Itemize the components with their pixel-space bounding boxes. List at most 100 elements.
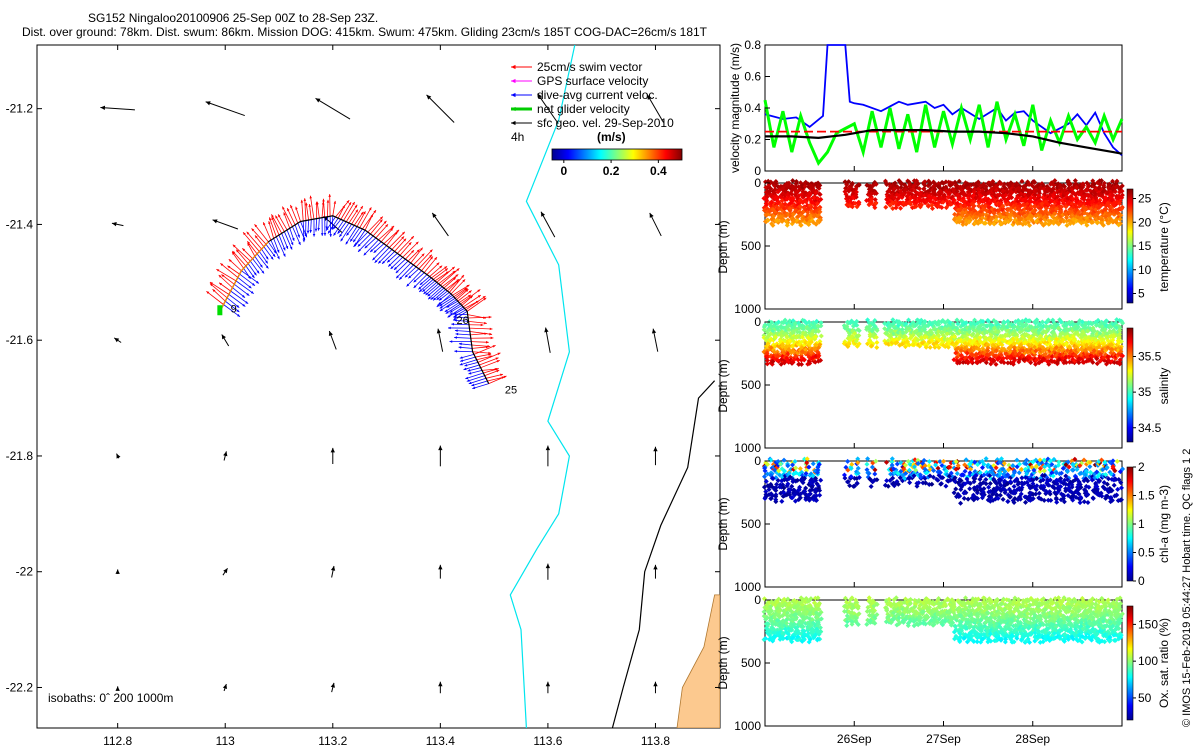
dac-vector-17-head — [455, 332, 459, 336]
dac-vector-51-head — [406, 283, 410, 287]
swim-vector-130 — [206, 290, 224, 305]
swim-vector-120 — [228, 258, 242, 272]
dac-vector-73-head — [353, 239, 356, 243]
swim-vector-128 — [209, 283, 228, 299]
map-ytick-label-4: -22 — [16, 565, 34, 579]
swim-vector-110-head — [254, 235, 258, 239]
swim-vector-93-head — [305, 202, 308, 206]
section-2-marker — [783, 219, 789, 225]
section-2-cbar-tick-label-1: 10 — [1138, 263, 1152, 277]
geo-vector-2-0-head — [114, 337, 120, 343]
swim-vector-127 — [209, 281, 230, 295]
swim-vector-43 — [438, 270, 456, 285]
swim-vector-67 — [378, 225, 395, 241]
swim-vector-19 — [469, 327, 493, 330]
dac-vector-13-head — [458, 346, 462, 349]
swim-vector-86 — [327, 199, 329, 217]
swim-vector-76 — [353, 211, 364, 226]
swim-vector-123 — [216, 268, 237, 282]
swim-vector-58-head — [415, 241, 419, 245]
swim-vector-77 — [351, 205, 364, 225]
dac-vector-121 — [239, 273, 256, 287]
swim-vector-86-head — [326, 199, 330, 203]
swim-vector-62 — [391, 236, 405, 250]
dac-vector-72 — [354, 229, 366, 246]
dac-vector-42 — [427, 284, 441, 297]
dac-vector-83 — [325, 216, 336, 231]
dac-vector-29-head — [445, 311, 449, 314]
dac-vector-110-head — [270, 256, 274, 260]
swim-vector-65-head — [396, 229, 400, 233]
swim-vector-63 — [388, 231, 406, 248]
swim-vector-91-head — [309, 195, 313, 199]
swim-vector-62-head — [401, 236, 405, 240]
swim-vector-25 — [465, 295, 486, 311]
swim-vector-18 — [469, 331, 493, 335]
dac-vector-118-head — [251, 275, 255, 279]
dac-vector-129-head — [236, 309, 240, 313]
salinity-colorbar-label: salinity — [1157, 368, 1171, 405]
dac-vector-123 — [235, 280, 254, 295]
isobath-200m — [509, 45, 576, 728]
dac-vector-4 — [465, 372, 484, 380]
dac-vector-43 — [425, 283, 439, 296]
swim-vector-56-head — [416, 249, 420, 253]
swim-vector-100 — [283, 212, 291, 229]
swim-vector-66-head — [390, 228, 393, 232]
swim-vector-29 — [460, 289, 481, 305]
swim-vector-123-head — [216, 269, 220, 272]
swim-vector-75 — [356, 211, 366, 227]
land-area — [676, 594, 720, 728]
dac-vector-8-head — [464, 363, 468, 367]
dac-vector-112-head — [265, 260, 268, 264]
dac-vector-78-head — [339, 233, 342, 237]
section-3-cbar-tick-label-0: 34.5 — [1138, 421, 1162, 435]
swim-vector-95-head — [300, 199, 304, 203]
dac-vector-14-head — [458, 342, 462, 346]
geo-vector-1-4 — [540, 211, 556, 238]
dac-vector-39-head — [433, 297, 436, 301]
map-xtick-label-1: 113 — [216, 734, 235, 748]
geo-vector-3-0-head — [116, 453, 121, 459]
swim-vector-44-head — [451, 266, 455, 270]
swim-vector-74 — [359, 207, 372, 229]
swim-vector-119 — [231, 251, 244, 269]
dac-vector-49-head — [413, 285, 417, 288]
swim-vector-65 — [383, 229, 400, 245]
dac-vector-43-head — [425, 292, 429, 296]
dac-vector-40 — [430, 287, 445, 300]
temperature-ylabel: Depth (m) — [716, 220, 730, 273]
section-2-marker — [763, 193, 769, 199]
dac-vector-121-head — [252, 283, 255, 286]
swim-vector-43-head — [452, 270, 456, 274]
geo-vector-3-3-head — [438, 445, 443, 451]
legend-colorbar-tick-0: 0 — [560, 164, 567, 178]
swim-vector-98-head — [287, 208, 290, 212]
swim-vector-53-head — [429, 249, 433, 253]
dac-vector-85-head — [329, 234, 332, 237]
swim-vector-46-head — [444, 268, 448, 272]
map-ytick-label-5: -22.2 — [6, 680, 34, 694]
section-2-marker — [775, 189, 781, 195]
velocity-series-1 — [763, 99, 1124, 166]
section-2-marker — [784, 222, 790, 228]
dac-vector-88-head — [320, 233, 324, 236]
dac-vector-55-head — [396, 275, 399, 279]
geo-vector-5-3-head — [438, 681, 443, 687]
geo-vector-0-2-head — [315, 98, 321, 103]
geo-vector-1-3-head — [432, 212, 437, 218]
dac-vector-80-head — [333, 232, 337, 236]
swim-vector-2-head — [500, 373, 503, 377]
dac-vector-1 — [471, 380, 488, 387]
swim-vector-12 — [472, 351, 492, 354]
dac-vector-79-head — [337, 230, 341, 234]
dac-vector-125-head — [242, 295, 246, 298]
legend-colorbar-tick-1: 0.2 — [603, 164, 620, 178]
dac-vector-52-head — [408, 275, 412, 279]
dac-vector-107-head — [277, 256, 280, 260]
swim-vector-112 — [242, 232, 260, 252]
dac-vector-120-head — [255, 280, 259, 284]
dac-vector-53-head — [404, 274, 408, 278]
geo-vector-4-3-head — [438, 564, 443, 570]
